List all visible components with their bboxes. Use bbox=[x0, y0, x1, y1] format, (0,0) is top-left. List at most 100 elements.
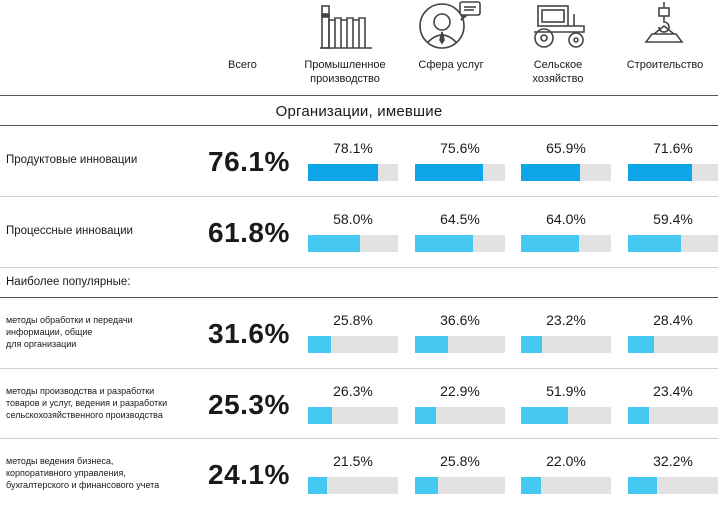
bar bbox=[628, 164, 693, 181]
bar bbox=[521, 235, 579, 252]
bar-track bbox=[415, 477, 505, 494]
row-label-line: Процессные инновации bbox=[6, 225, 133, 237]
header-sector-1: Промышленное производство bbox=[290, 58, 400, 86]
bar bbox=[521, 164, 581, 181]
bar bbox=[628, 235, 682, 252]
bar bbox=[308, 235, 361, 252]
header-sector-3-line1: Сельское bbox=[533, 59, 583, 71]
row-label-line: методы ведения бизнеса, bbox=[6, 456, 114, 466]
bar-track bbox=[308, 407, 398, 424]
header-sector-1-line2: производство bbox=[310, 73, 380, 85]
bar bbox=[521, 477, 541, 494]
bar bbox=[308, 164, 379, 181]
bar bbox=[308, 477, 328, 494]
bar-track bbox=[415, 164, 505, 181]
bar-track bbox=[415, 407, 505, 424]
bar bbox=[415, 407, 436, 424]
divider-header bbox=[0, 95, 718, 96]
bar-value-label: 23.4% bbox=[653, 383, 693, 399]
bar-value-label: 25.8% bbox=[333, 312, 373, 328]
bar-track bbox=[308, 336, 398, 353]
divider-row-2 bbox=[0, 267, 718, 268]
header-sector-1-line1: Промышленное bbox=[304, 59, 386, 71]
bar bbox=[628, 336, 654, 353]
bar-value-label: 64.5% bbox=[440, 211, 480, 227]
bar-value-label: 21.5% bbox=[333, 453, 373, 469]
bar bbox=[521, 336, 542, 353]
divider-popular bbox=[0, 297, 718, 298]
row-label: методы производства и разработки товаров … bbox=[6, 385, 196, 421]
bar-track bbox=[521, 407, 611, 424]
bar-track bbox=[521, 235, 611, 252]
bar-track bbox=[628, 164, 718, 181]
factory-icon bbox=[320, 5, 372, 49]
bar-value-label: 58.0% bbox=[333, 211, 373, 227]
header-sector-4-line1: Строительство bbox=[626, 59, 704, 71]
bar bbox=[415, 336, 448, 353]
row-label-line: товаров и услуг, ведения и разработки bbox=[6, 398, 168, 408]
bar-value-label: 22.0% bbox=[546, 453, 586, 469]
row-label-line: корпоративного управления, bbox=[6, 468, 126, 478]
bar bbox=[308, 336, 332, 353]
bar bbox=[308, 407, 332, 424]
row-label-line: бухгалтерского и финансового учета bbox=[6, 480, 160, 490]
divider-section bbox=[0, 125, 718, 126]
bar-value-label: 71.6% bbox=[653, 140, 693, 156]
row-label-line: Продуктовые инновации bbox=[6, 154, 138, 166]
bar-track bbox=[628, 235, 718, 252]
tractor-icon bbox=[534, 5, 585, 48]
bar-track bbox=[628, 407, 718, 424]
popular-heading: Наиболее популярные: bbox=[6, 276, 131, 288]
bar-track bbox=[415, 336, 505, 353]
row-label-line: для организации bbox=[6, 339, 77, 349]
bar-value-label: 78.1% bbox=[333, 140, 373, 156]
bar-value-label: 64.0% bbox=[546, 211, 586, 227]
bar-value-label: 23.2% bbox=[546, 312, 586, 328]
bar-value-label: 32.2% bbox=[653, 453, 693, 469]
header-total: Всего bbox=[228, 59, 257, 71]
row-total: 61.8% bbox=[208, 217, 290, 248]
bar bbox=[628, 407, 650, 424]
header-sector-3: Сельское хозяйство bbox=[503, 58, 613, 86]
bar-track bbox=[521, 164, 611, 181]
divider-row-4 bbox=[0, 438, 718, 439]
divider-row-1 bbox=[0, 196, 718, 197]
bar-value-label: 65.9% bbox=[546, 140, 586, 156]
bar bbox=[415, 164, 484, 181]
divider-row-3 bbox=[0, 368, 718, 369]
bar bbox=[415, 477, 439, 494]
row-total: 25.3% bbox=[208, 389, 290, 420]
header-sector-2: Сфера услуг bbox=[396, 58, 506, 72]
row-label: Процессные инновации bbox=[6, 224, 196, 239]
header-sector-2-line1: Сфера услуг bbox=[418, 59, 484, 71]
bar-value-label: 26.3% bbox=[333, 383, 373, 399]
bar-track bbox=[628, 477, 718, 494]
bar-value-label: 59.4% bbox=[653, 211, 693, 227]
row-label-line: информации, общие bbox=[6, 327, 93, 337]
row-total: 31.6% bbox=[208, 318, 290, 349]
row-label-line: методы обработки и передачи bbox=[6, 315, 133, 325]
header-sector-4: Строительство bbox=[610, 58, 718, 72]
bar-track bbox=[521, 336, 611, 353]
crane-hook-icon bbox=[644, 2, 684, 43]
bar-value-label: 51.9% bbox=[546, 383, 586, 399]
row-total: 24.1% bbox=[208, 459, 290, 490]
bar-value-label: 36.6% bbox=[440, 312, 480, 328]
row-label: методы обработки и передачи информации, о… bbox=[6, 314, 196, 350]
row-label: методы ведения бизнеса, корпоративного уп… bbox=[6, 455, 196, 491]
bar-track bbox=[415, 235, 505, 252]
row-label: Продуктовые инновации bbox=[6, 153, 196, 168]
header-sector-3-line2: хозяйство bbox=[532, 73, 584, 85]
bar bbox=[415, 235, 474, 252]
bar bbox=[521, 407, 568, 424]
row-label-line: методы производства и разработки bbox=[6, 386, 155, 396]
bar-track bbox=[521, 477, 611, 494]
bar-value-label: 75.6% bbox=[440, 140, 480, 156]
row-total: 76.1% bbox=[208, 146, 290, 177]
bar-value-label: 22.9% bbox=[440, 383, 480, 399]
bar-value-label: 28.4% bbox=[653, 312, 693, 328]
bar-track bbox=[628, 336, 718, 353]
bar-track bbox=[308, 235, 398, 252]
row-label-line: сельскохозяйственного производства bbox=[6, 410, 163, 420]
bar-value-label: 25.8% bbox=[440, 453, 480, 469]
